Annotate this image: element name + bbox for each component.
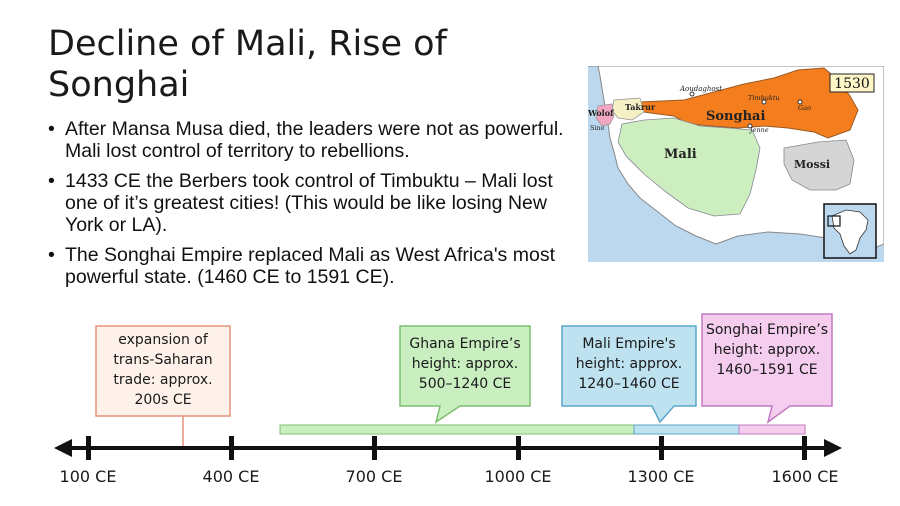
callout-songhai-text: Songhai Empire’s height: approx. 1460–15… [705, 322, 829, 378]
bullet-item: • After Mansa Musa died, the leaders were… [48, 118, 588, 162]
bullet-dot-icon: • [48, 244, 55, 266]
songhai-map: Aoudaghost Timbuktu Gao Jenne Songhai Ma… [588, 66, 884, 262]
region-label-sine: Sine [590, 124, 605, 132]
history-timeline: expansion of trans-Saharan trade: approx… [54, 313, 842, 486]
tick-label: 400 CE [203, 467, 260, 486]
bullet-text: The Songhai Empire replaced Mali as West… [65, 244, 555, 288]
map-year-label: 1530 [834, 76, 870, 92]
arrow-left-icon [54, 439, 72, 457]
callout-ghana-text: Ghana Empire’s height: approx. 500–1240 … [409, 336, 521, 392]
bullet-list: • After Mansa Musa died, the leaders were… [48, 118, 588, 296]
city-timbuktu-icon [761, 99, 767, 105]
timeline-tick [516, 436, 521, 460]
city-label-jenne: Jenne [748, 126, 769, 134]
callout-songhai: Songhai Empire’s height: approx. 1460–15… [701, 313, 833, 424]
region-label-songhai: Songhai [706, 109, 765, 124]
region-label-mossi: Mossi [794, 158, 830, 171]
bullet-item: • 1433 CE the Berbers took control of Tim… [48, 170, 588, 236]
map-region-wolof [595, 103, 615, 127]
tick-label: 1300 CE [627, 467, 694, 486]
map-year-box [829, 73, 875, 93]
bullet-dot-icon: • [48, 170, 55, 192]
callout-mali-text: Mali Empire's height: approx. 1240–1460 … [575, 336, 683, 392]
region-label-mali: Mali [664, 147, 697, 162]
map-region-mossi [783, 139, 855, 191]
tick-label: 1000 CE [484, 467, 551, 486]
callout-trade-text: expansion of trans-Saharan trade: approx… [113, 332, 213, 408]
city-aoudaghost-icon [689, 91, 695, 97]
inset-africa-map [823, 203, 877, 259]
tick-label: 700 CE [346, 467, 403, 486]
timeline-tick [86, 436, 91, 460]
region-label-takrur: Takrur [625, 102, 656, 112]
city-gao-icon [797, 99, 803, 105]
tick-label: 100 CE [60, 467, 117, 486]
city-label-aoudaghost: Aoudaghost [679, 85, 722, 93]
region-label-wolof: Wolof [588, 108, 614, 118]
period-bar-songhai [738, 424, 806, 435]
slide-title: Decline of Mali, Rise of Songhai [48, 24, 447, 105]
period-bar-ghana [279, 424, 635, 435]
timeline-tick [659, 436, 664, 460]
timeline-tick [372, 436, 377, 460]
city-label-timbuktu: Timbuktu [748, 94, 780, 102]
bullet-item: • The Songhai Empire replaced Mali as Wes… [48, 244, 588, 288]
bullet-text: 1433 CE the Berbers took control of Timb… [65, 170, 553, 236]
callout-trade: expansion of trans-Saharan trade: approx… [95, 325, 231, 446]
period-bar-mali [633, 424, 740, 435]
callout-mali: Mali Empire's height: approx. 1240–1460 … [561, 325, 697, 424]
map-region-mali [617, 117, 761, 217]
city-jenne-icon [747, 123, 753, 129]
callout-ghana: Ghana Empire’s height: approx. 500–1240 … [399, 325, 531, 424]
city-label-gao: Gao [798, 104, 811, 112]
tick-label: 1600 CE [771, 467, 838, 486]
arrow-right-icon [824, 439, 842, 457]
timeline-tick [229, 436, 234, 460]
bullet-dot-icon: • [48, 118, 55, 140]
bullet-text: After Mansa Musa died, the leaders were … [65, 118, 564, 162]
timeline-tick [802, 436, 807, 460]
